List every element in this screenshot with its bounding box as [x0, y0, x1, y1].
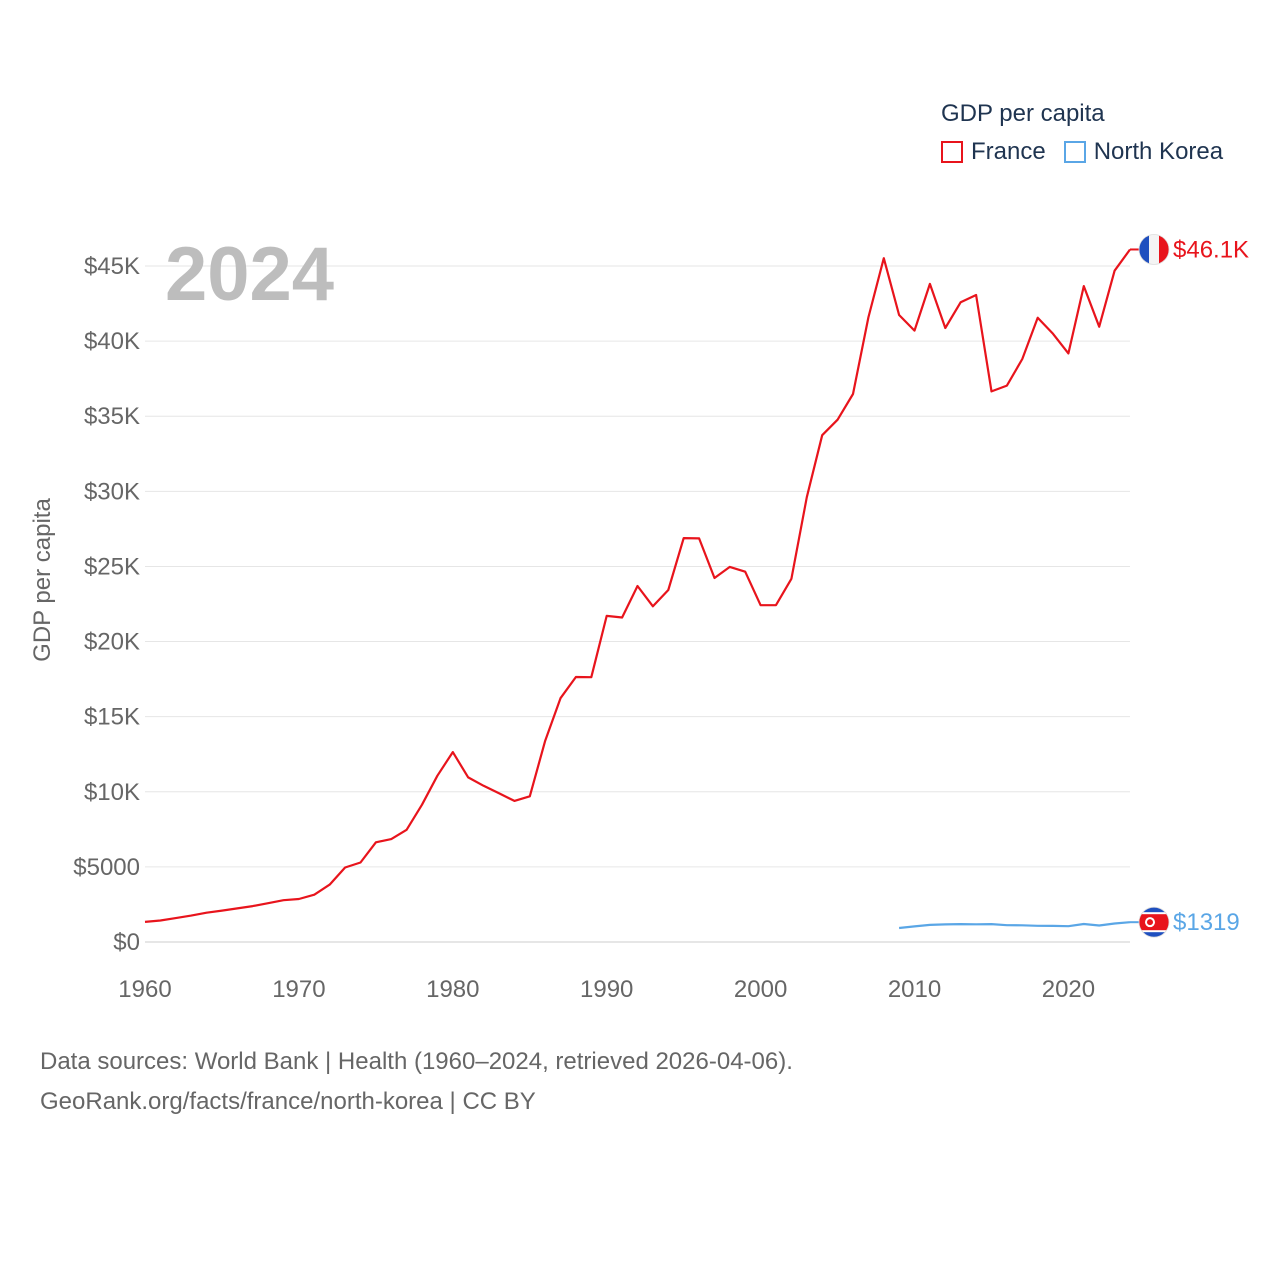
- y-tick-label: $25K: [84, 553, 140, 580]
- y-tick-label: $35K: [84, 403, 140, 430]
- north-korea-flag-icon: [1138, 906, 1170, 938]
- grid-lines: [145, 265, 1130, 943]
- x-tick-label: 1970: [272, 976, 325, 1003]
- y-tick-label: $40K: [84, 328, 140, 355]
- y-axis-label: GDP per capita: [29, 498, 56, 662]
- x-tick-label: 1980: [426, 976, 479, 1003]
- x-tick-label: 1960: [118, 976, 171, 1003]
- legend-label-france: France: [971, 138, 1046, 165]
- series-lines: [144, 248, 1131, 930]
- y-axis-ticks: $0 $5000 $10K $15K $20K $25K $30K $35K $40K $45K: [73, 253, 140, 956]
- year-label: 2024: [165, 232, 334, 317]
- y-tick-label: $0: [113, 929, 140, 956]
- series-line-north-korea: [898, 921, 1131, 930]
- legend-label-north-korea: North Korea: [1093, 138, 1224, 165]
- y-tick-label: $15K: [84, 704, 140, 731]
- legend-item-north-korea[interactable]: North Korea: [1063, 138, 1224, 166]
- y-tick-label: $10K: [84, 779, 140, 806]
- sources-line-1: Data sources: World Bank | Health (1960–…: [40, 1048, 793, 1075]
- x-tick-label: 2000: [734, 976, 787, 1003]
- legend-item-france[interactable]: France: [941, 138, 1046, 166]
- x-tick-label: 2010: [888, 976, 941, 1003]
- france-flag-icon: [1138, 234, 1170, 265]
- x-axis-ticks: 1960 1970 1980 1990 2000 2010 2020: [118, 976, 1095, 1003]
- y-tick-label: $5000: [73, 854, 140, 881]
- legend-swatch-france: [941, 141, 963, 163]
- legend: GDP per capita France North Korea: [941, 100, 1241, 166]
- legend-swatch-north-korea: [1063, 141, 1086, 163]
- series-line-france: [144, 248, 1131, 923]
- y-tick-label: $45K: [84, 253, 140, 280]
- sources-line-2: GeoRank.org/facts/france/north-korea | C…: [40, 1088, 536, 1115]
- y-tick-label: $30K: [84, 478, 140, 505]
- end-label-north-korea: $1319: [1173, 909, 1240, 936]
- data-sources: Data sources: World Bank | Health (1960–…: [40, 1042, 793, 1122]
- series-end-markers: $46.1K $1319: [1130, 234, 1249, 938]
- end-label-france: $46.1K: [1173, 236, 1249, 263]
- x-tick-label: 1990: [580, 976, 633, 1003]
- legend-title: GDP per capita: [941, 100, 1105, 127]
- y-tick-label: $20K: [84, 629, 140, 656]
- x-tick-label: 2020: [1042, 976, 1095, 1003]
